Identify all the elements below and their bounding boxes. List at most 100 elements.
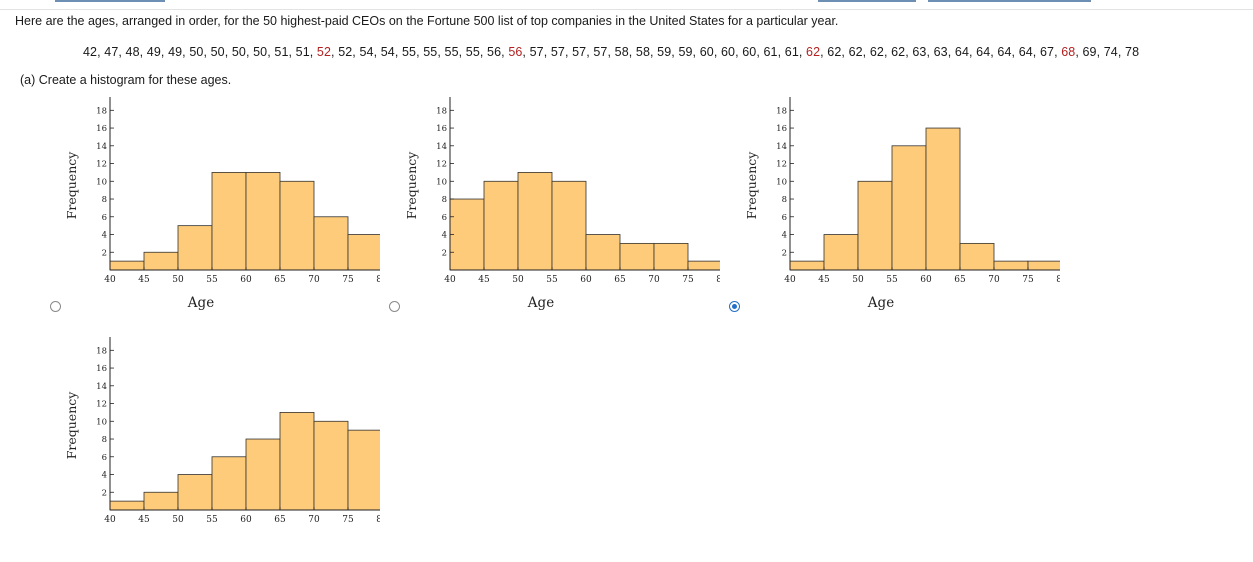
x-tick-label: 60 (240, 275, 252, 285)
y-tick-label: 10 (436, 177, 447, 187)
histogram-option-1-svg: 2 4 6 8 10 12 14 16 18 40 45 50 55 60 65 70 75 80 Frequenc… (64, 97, 380, 311)
x-tick-label: 70 (308, 515, 320, 525)
age-value: 64 (976, 45, 991, 59)
x-tick-label: 60 (240, 515, 252, 525)
age-value: 49 (146, 45, 161, 59)
option-2-radio[interactable] (389, 301, 400, 312)
y-tick-label: 16 (776, 124, 787, 134)
y-tick-label: 6 (782, 213, 787, 223)
age-value: 64 (997, 45, 1012, 59)
y-tick-label: 12 (436, 160, 447, 170)
histogram-option-4-svg: 2 4 6 8 10 12 14 16 18 40 45 50 55 60 65 70 75 80 Frequenc… (64, 337, 380, 525)
ages-list: 42, 47, 48, 49, 49, 50, 50, 50, 50, 51, … (83, 45, 1140, 59)
x-tick-label: 50 (852, 275, 864, 285)
histogram-option-1: 2 4 6 8 10 12 14 16 18 40 45 50 55 60 65 70 75 80 Frequenc… (60, 92, 380, 322)
x-tick-label: 40 (104, 275, 116, 285)
x-tick-label: 80 (376, 515, 380, 525)
age-value: 55 (465, 45, 480, 59)
age-value: 60 (720, 45, 736, 59)
age-value: 61 (784, 45, 799, 59)
age-value: 55 (401, 45, 417, 59)
histogram-bar (959, 242, 995, 271)
histogram-bar (891, 145, 927, 271)
age-value: 52 (338, 45, 353, 59)
histogram-bar (789, 260, 825, 271)
x-tick-label: 45 (138, 275, 150, 285)
x-tick-label: 50 (172, 275, 184, 285)
age-value: 42 (83, 45, 98, 59)
top-tab-indicator (818, 0, 916, 2)
y-tick-label: 4 (102, 231, 107, 241)
age-value: 60 (742, 45, 757, 59)
x-tick-label: 65 (614, 275, 626, 285)
histogram-bar (687, 260, 720, 271)
top-tab-strip (0, 0, 1253, 10)
y-tick-label: 18 (776, 106, 787, 116)
x-tick-label: 50 (172, 515, 184, 525)
age-value: 67 (1039, 45, 1055, 59)
top-divider (0, 9, 1253, 10)
age-value: 50 (231, 45, 246, 59)
y-tick-label: 6 (102, 213, 107, 223)
histogram-bar (857, 180, 893, 271)
y-tick-label: 6 (442, 213, 447, 223)
age-value: 49 (168, 45, 183, 59)
y-tick-label: 8 (782, 195, 787, 205)
part-a-prompt: (a) Create a histogram for these ages. (20, 73, 232, 87)
age-value: 63 (933, 45, 948, 59)
x-tick-label: 55 (886, 275, 898, 285)
histogram-bar (993, 260, 1029, 271)
age-value: 60 (699, 45, 714, 59)
y-tick-label: 12 (776, 160, 787, 170)
age-value: 62 (806, 45, 821, 59)
histogram-bar (143, 491, 179, 511)
age-value: 64 (954, 45, 969, 59)
age-value: 57 (550, 45, 565, 59)
histogram-bar (585, 234, 621, 271)
age-value: 51 (295, 45, 310, 59)
histogram-bar (279, 412, 315, 511)
x-tick-label: 75 (1022, 275, 1034, 285)
histogram-bar (211, 172, 247, 271)
histogram-bar (449, 198, 485, 271)
option-3-radio[interactable] (729, 301, 740, 312)
y-tick-label: 2 (782, 248, 787, 258)
age-value: 47 (104, 45, 119, 59)
y-tick-label: 10 (96, 417, 107, 427)
x-tick-label: 65 (954, 275, 966, 285)
x-tick-label: 80 (376, 275, 380, 285)
age-value: 55 (423, 45, 438, 59)
age-value: 58 (614, 45, 629, 59)
y-tick-label: 14 (436, 142, 447, 152)
age-value: 64 (1018, 45, 1033, 59)
age-value: 51 (274, 45, 289, 59)
histogram-bar (109, 260, 145, 271)
y-tick-label: 4 (102, 471, 107, 481)
histogram-option-2: 2 4 6 8 10 12 14 16 18 40 45 50 55 60 65 70 75 80 Frequenc… (400, 92, 720, 322)
age-value: 63 (912, 45, 927, 59)
x-tick-label: 45 (478, 275, 490, 285)
y-tick-label: 18 (96, 106, 107, 116)
y-tick-label: 14 (776, 142, 787, 152)
age-value: 62 (891, 45, 906, 59)
x-tick-label: 75 (342, 515, 354, 525)
histogram-bar (143, 251, 179, 271)
y-tick-label: 8 (442, 195, 447, 205)
x-tick-label: 65 (274, 275, 286, 285)
x-tick-label: 40 (444, 275, 456, 285)
histogram-bar (245, 172, 281, 271)
age-value: 57 (572, 45, 587, 59)
y-axis-title: Frequency (404, 151, 419, 220)
histogram-bar (109, 500, 145, 511)
histogram-option-3-svg: 2 4 6 8 10 12 14 16 18 40 45 50 55 60 65 70 75 80 Frequenc… (744, 97, 1060, 311)
y-tick-label: 6 (102, 453, 107, 463)
age-value: 78 (1125, 45, 1140, 59)
top-tab-indicator (928, 0, 1091, 2)
option-1-radio[interactable] (50, 301, 61, 312)
histogram-bar (347, 234, 380, 271)
histogram-bar (925, 127, 961, 271)
x-tick-label: 75 (342, 275, 354, 285)
age-value: 55 (444, 45, 459, 59)
x-axis-title: Age (527, 295, 554, 311)
x-tick-label: 60 (920, 275, 932, 285)
